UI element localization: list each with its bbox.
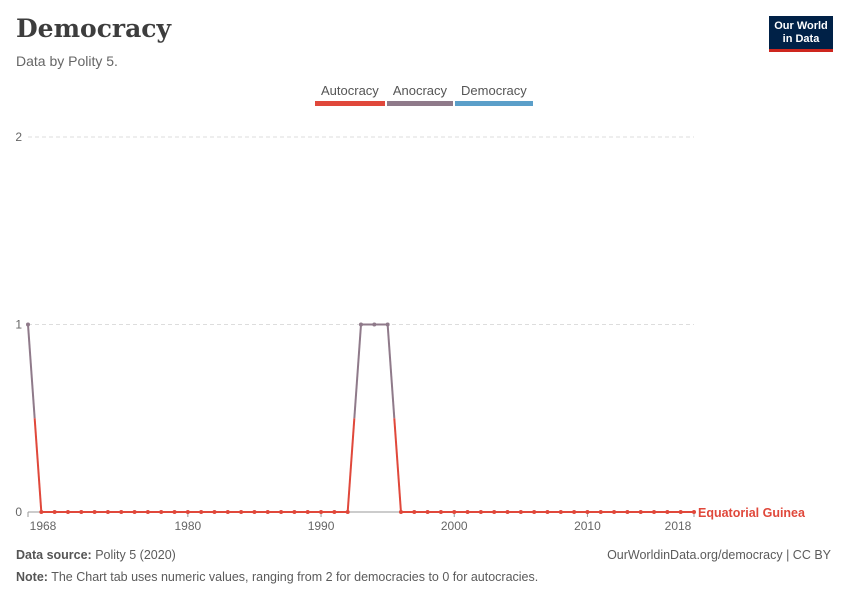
data-point xyxy=(292,510,297,514)
data-point xyxy=(545,510,550,514)
data-point xyxy=(332,510,337,514)
data-point xyxy=(279,510,284,514)
source-url[interactable]: OurWorldinData.org/democracy | CC BY xyxy=(607,548,831,562)
data-point xyxy=(225,510,230,514)
data-point xyxy=(572,510,577,514)
data-point xyxy=(239,510,244,514)
data-point xyxy=(425,510,430,514)
data-point xyxy=(26,322,30,327)
legend-item-anocracy[interactable]: Anocracy xyxy=(386,83,454,106)
series-segment xyxy=(353,324,362,419)
data-point xyxy=(532,510,537,514)
x-tick-label: 1968 xyxy=(30,519,57,533)
y-tick-label: 1 xyxy=(15,318,22,332)
data-point xyxy=(465,510,470,514)
series-segment xyxy=(393,418,402,513)
line-chart: 0 1 2 1968 1980 1990 2000 2010 2018 Equatorial Gu… xyxy=(15,130,806,533)
data-point xyxy=(505,510,510,514)
data-point xyxy=(172,510,177,514)
x-tick-label: 1990 xyxy=(308,519,335,533)
series-segment xyxy=(33,418,43,513)
data-point xyxy=(678,510,683,514)
legend-item-autocracy[interactable]: Autocracy xyxy=(315,83,385,106)
data-point xyxy=(398,510,403,514)
source-label: Data source: xyxy=(16,548,92,562)
data-point xyxy=(145,510,150,514)
data-point xyxy=(652,510,657,514)
logo-line-2: in Data xyxy=(782,33,820,45)
series-label: Equatorial Guinea xyxy=(698,506,806,520)
logo-line-1: Our World xyxy=(774,20,828,32)
data-point xyxy=(665,510,670,514)
page-title: Democracy xyxy=(16,14,172,43)
x-tick-label: 2000 xyxy=(441,519,468,533)
data-point xyxy=(492,510,497,514)
data-point xyxy=(185,510,190,514)
x-tick-label: 1980 xyxy=(174,519,201,533)
data-point xyxy=(79,510,84,514)
data-point xyxy=(585,510,590,514)
series-segment xyxy=(27,324,36,419)
data-point xyxy=(65,510,70,514)
data-point xyxy=(625,510,630,514)
data-point xyxy=(319,510,324,514)
series-segment xyxy=(346,418,356,513)
data-point xyxy=(438,510,443,514)
y-tick-label: 0 xyxy=(15,505,22,519)
data-point xyxy=(518,510,523,514)
chart-note: Note: The Chart tab uses numeric values,… xyxy=(16,570,538,584)
x-tick-label: 2010 xyxy=(574,519,601,533)
data-point xyxy=(119,510,124,514)
data-point xyxy=(345,510,350,514)
data-point xyxy=(105,510,110,514)
note-text: The Chart tab uses numeric values, rangi… xyxy=(51,570,539,584)
data-point xyxy=(452,510,457,514)
data-source: Data source: Polity 5 (2020) xyxy=(16,548,176,562)
data-point xyxy=(412,510,417,514)
data-point xyxy=(638,510,643,514)
data-point xyxy=(52,510,57,514)
note-label: Note: xyxy=(16,570,48,584)
data-point xyxy=(305,510,310,514)
data-point xyxy=(558,510,563,514)
data-point xyxy=(372,322,377,327)
owid-logo[interactable]: Our World in Data xyxy=(769,16,833,52)
data-point xyxy=(612,510,617,514)
data-point xyxy=(478,510,483,514)
data-point xyxy=(692,510,696,514)
data-point xyxy=(92,510,97,514)
page-subtitle: Data by Polity 5. xyxy=(16,53,118,69)
y-tick-label: 2 xyxy=(15,130,22,144)
data-point xyxy=(39,510,44,514)
legend-item-democracy[interactable]: Democracy xyxy=(455,83,533,106)
data-point xyxy=(265,510,270,514)
data-point xyxy=(212,510,217,514)
data-point xyxy=(159,510,164,514)
data-point xyxy=(132,510,137,514)
legend: Autocracy Anocracy Democracy xyxy=(315,83,533,106)
data-point xyxy=(199,510,204,514)
x-tick-label: 2018 xyxy=(665,519,692,533)
data-point xyxy=(359,322,363,327)
data-point xyxy=(252,510,257,514)
data-point xyxy=(598,510,603,514)
source-text[interactable]: Polity 5 (2020) xyxy=(95,548,176,562)
series-segment xyxy=(386,324,396,419)
data-point xyxy=(385,322,390,327)
